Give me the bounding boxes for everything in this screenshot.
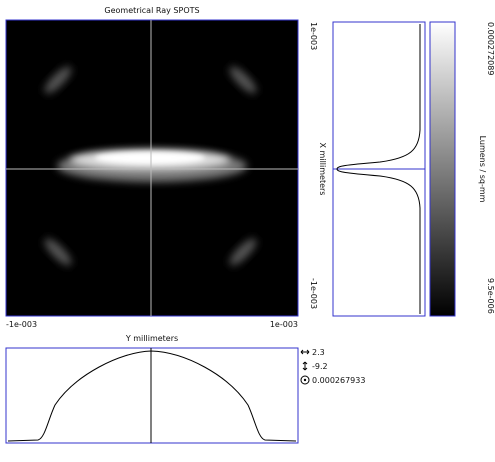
x-min-label: -1e-003 xyxy=(6,320,37,329)
title: Geometrical Ray SPOTS xyxy=(104,6,199,15)
spot-pattern xyxy=(44,66,257,266)
horizontal-profile-curve xyxy=(7,350,297,442)
x-max-label: 1e-003 xyxy=(270,320,298,329)
color-max-label: 0.000272089 xyxy=(486,22,495,75)
value-readout: 0.000267933 xyxy=(312,376,365,385)
color-min-label: 9.5e-006 xyxy=(486,278,495,314)
color-bar xyxy=(429,21,456,317)
x-profile-label: X millimeters xyxy=(318,143,327,196)
horizontal-profile xyxy=(5,347,299,444)
readouts: 2.3 -9.2 0.000267933 xyxy=(300,348,365,385)
y-profile-label: Y millimeters xyxy=(125,334,178,343)
vertical-readout: -9.2 xyxy=(312,362,328,371)
vertical-profile-curve xyxy=(336,24,421,314)
horizontal-readout: 2.3 xyxy=(312,348,325,357)
y-max-label: 1e-003 xyxy=(309,22,318,50)
color-scale-label: Lumens / sq-mm xyxy=(478,136,487,203)
y-min-label: -1e-003 xyxy=(309,278,318,309)
